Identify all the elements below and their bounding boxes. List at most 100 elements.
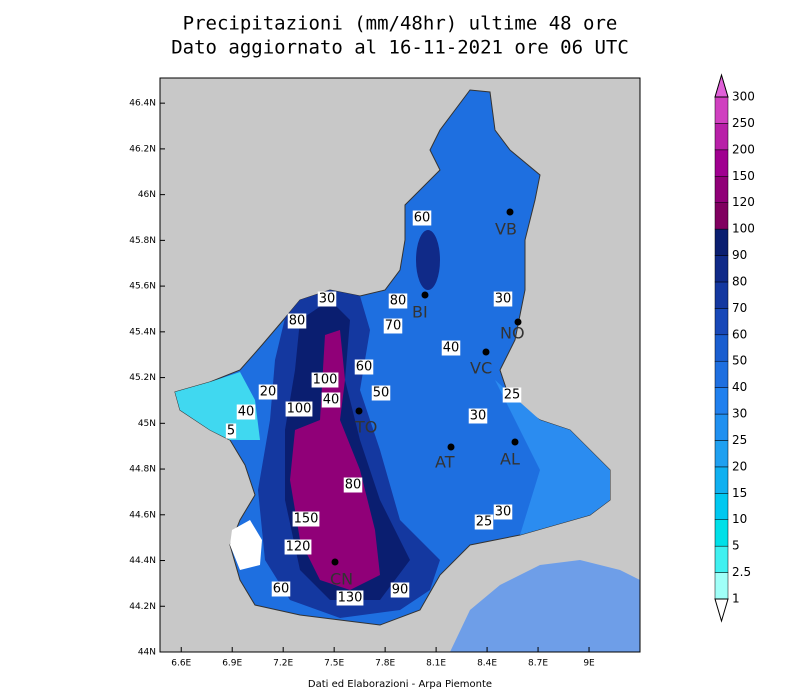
contour-label: 40 <box>443 341 460 356</box>
colorbar-label: 60 <box>732 327 747 341</box>
colorbar-box <box>714 281 729 309</box>
contour-label-box <box>441 340 461 356</box>
precip-area <box>416 230 440 290</box>
contour-label-box <box>493 504 513 520</box>
contour-label: 80 <box>289 314 306 329</box>
contour-label: 5 <box>227 424 235 439</box>
colorbar-label: 5 <box>732 539 740 553</box>
city-dot <box>506 208 514 216</box>
colorbar-label: 20 <box>732 459 747 473</box>
contour-label: 40 <box>238 405 255 420</box>
x-tick-label: 8.1E <box>426 659 446 669</box>
colorbar-box <box>714 96 729 124</box>
colorbar-box <box>714 228 729 256</box>
contour-label-box <box>284 539 312 555</box>
footer: Dati ed Elaborazioni - Arpa Piemonte <box>308 679 492 690</box>
colorbar-label: 2.5 <box>732 565 751 579</box>
contour-label-box <box>468 408 488 424</box>
colorbar-label: 70 <box>732 301 747 315</box>
city-dot <box>355 407 363 415</box>
colorbar-box <box>714 360 729 388</box>
contour-label-box <box>321 392 341 408</box>
contour-label-box <box>493 291 513 307</box>
colorbar-box <box>714 202 729 230</box>
contour-label: 90 <box>392 583 409 598</box>
contour-label: 150 <box>294 512 319 527</box>
y-tick-label: 44.8N <box>129 465 156 475</box>
colorbar-high <box>714 73 729 98</box>
colorbar-label: 100 <box>732 222 755 236</box>
colorbar-box <box>714 519 729 547</box>
city-dot <box>331 558 339 566</box>
y-tick-label: 44.2N <box>129 602 156 612</box>
y-tick-label: 45.6N <box>129 282 156 292</box>
title-line: Dato aggiornato al 16-11-2021 ore 06 UTC <box>171 37 629 59</box>
contour-label-box <box>474 514 494 530</box>
colorbar-box <box>714 334 729 362</box>
y-tick-label: 45N <box>138 419 156 429</box>
contour-label-box <box>271 581 291 597</box>
colorbar-box <box>714 255 729 283</box>
contour-label: 50 <box>373 386 390 401</box>
colorbar-box <box>714 149 729 177</box>
colorbar-box <box>714 123 729 151</box>
colorbar-label: 15 <box>732 486 747 500</box>
contour-label: 80 <box>390 294 407 309</box>
contour-label-box <box>287 313 307 329</box>
colorbar-box <box>714 413 729 441</box>
colorbar-label: 250 <box>732 116 755 130</box>
contour-label: 40 <box>323 393 340 408</box>
city-dot <box>511 438 519 446</box>
y-tick-label: 44.4N <box>129 556 156 566</box>
x-tick-label: 7.5E <box>324 659 344 669</box>
y-tick-label: 46.2N <box>129 144 156 154</box>
contour-label: 70 <box>385 319 402 334</box>
city-dot <box>447 443 455 451</box>
colorbar-label: 10 <box>732 512 747 526</box>
colorbar-label: 150 <box>732 169 755 183</box>
x-tick-label: 6.6E <box>171 659 191 669</box>
city-label: VC <box>470 359 492 378</box>
contour-label: 30 <box>470 409 487 424</box>
colorbar-box <box>714 308 729 336</box>
city-label: AT <box>435 453 455 472</box>
contour-label: 60 <box>273 582 290 597</box>
title-line: Precipitazioni (mm/48hr) ultime 48 ore <box>183 13 618 35</box>
contour-label: 30 <box>319 292 336 307</box>
contour-label-box <box>225 423 237 439</box>
x-tick-label: 7.2E <box>273 659 293 669</box>
colorbar-label: 120 <box>732 195 755 209</box>
contour-label: 30 <box>495 505 512 520</box>
colorbar-label: 30 <box>732 407 747 421</box>
contour-label: 130 <box>338 591 363 606</box>
x-tick-label: 7.8E <box>375 659 395 669</box>
sea <box>450 560 640 652</box>
colorbar-label: 25 <box>732 433 747 447</box>
contour-label-box <box>388 293 408 309</box>
contour-label-box <box>371 385 391 401</box>
precip-area <box>230 520 262 570</box>
colorbar-label: 90 <box>732 248 747 262</box>
contour-label-box <box>390 582 410 598</box>
contour-label: 25 <box>476 515 493 530</box>
colorbar-box <box>714 387 729 415</box>
colorbar-box <box>714 493 729 520</box>
x-tick-label: 8.4E <box>477 659 497 669</box>
contour-label: 60 <box>414 211 431 226</box>
contour-label: 20 <box>260 385 277 400</box>
contour-label-box <box>258 384 278 400</box>
colorbar-label: 1 <box>732 592 740 606</box>
city-label: NO <box>500 324 525 343</box>
contour-label-box <box>292 511 320 527</box>
contour-label-box <box>336 590 364 606</box>
colorbar-box <box>714 466 729 494</box>
y-tick-label: 45.8N <box>129 236 156 246</box>
contour-label: 30 <box>495 292 512 307</box>
y-tick-label: 44.6N <box>129 510 156 520</box>
city-label: AL <box>500 450 520 469</box>
plot-frame <box>159 77 641 653</box>
colorbar-label: 200 <box>732 142 755 156</box>
contour-label-box <box>236 404 256 420</box>
colorbar-label: 80 <box>732 274 747 288</box>
